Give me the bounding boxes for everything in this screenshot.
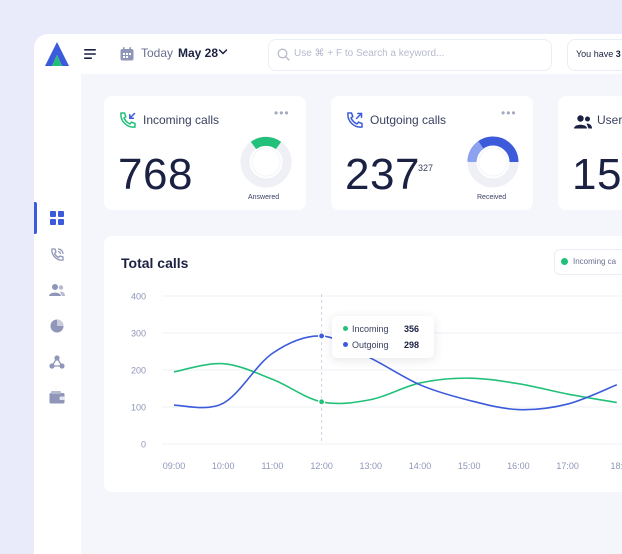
x-tick-label: 14:00 — [409, 461, 432, 471]
notification-box[interactable]: You have 3 n — [567, 39, 622, 71]
x-tick-label: 15:00 — [458, 461, 481, 471]
sidebar — [34, 34, 81, 554]
users-card: User 15 — [558, 96, 622, 210]
app-window: Today May 28 Use ⌘ + F to Search a keywo… — [34, 34, 622, 554]
x-tick-label: 17:00 — [556, 461, 579, 471]
network-icon — [49, 355, 65, 369]
x-tick-label: 11:00 — [261, 461, 283, 471]
outgoing-calls-value: 237 — [345, 150, 420, 199]
y-tick-label: 300 — [131, 329, 146, 339]
received-donut — [467, 136, 519, 188]
top-bar: Today May 28 Use ⌘ + F to Search a keywo… — [81, 34, 622, 74]
tooltip-row-incoming: Incoming 356 — [343, 324, 419, 336]
tooltip-dot — [343, 326, 348, 331]
incoming-calls-value: 768 — [118, 150, 193, 199]
incoming-calls-card: Incoming calls ••• 768 Answered — [104, 96, 306, 210]
users-icon — [574, 115, 592, 129]
card-title: Incoming calls — [143, 113, 220, 127]
more-options-icon[interactable]: ••• — [501, 106, 517, 120]
sidebar-item-network[interactable] — [47, 352, 67, 372]
incoming-call-icon — [120, 112, 136, 128]
series-line-1 — [173, 335, 618, 411]
card-title: User — [597, 113, 622, 127]
x-tick-label: 10:00 — [212, 461, 235, 471]
x-tick-label: 16:00 — [507, 461, 530, 471]
chart-legend[interactable]: Incoming ca — [554, 249, 622, 275]
answered-donut — [240, 136, 292, 188]
sidebar-item-dashboard[interactable] — [47, 208, 67, 228]
more-options-icon[interactable]: ••• — [274, 106, 290, 120]
donut-label: Received — [477, 194, 507, 201]
search-icon — [277, 48, 290, 61]
sidebar-item-calls[interactable] — [47, 245, 67, 265]
search-placeholder: Use ⌘ + F to Search a keyword... — [294, 48, 445, 59]
sidebar-item-wallet[interactable] — [47, 387, 67, 407]
app-logo — [45, 42, 69, 66]
card-title: Outgoing calls — [370, 113, 447, 127]
sidebar-item-contacts[interactable] — [47, 280, 67, 300]
line-chart: 0 100 200 300 400 09:00 10:00 11:00 12:00 13:00 14… — [131, 292, 622, 471]
x-tick-label: 09:00 — [163, 461, 186, 471]
tooltip-dot — [343, 342, 348, 347]
chart-tooltip: Incoming 356 Outgoing 298 — [332, 316, 434, 358]
users-icon — [49, 284, 65, 296]
notification-text: You have 3 n — [576, 49, 622, 59]
dashboard-icon — [50, 211, 64, 225]
highlight-point-0 — [318, 398, 326, 406]
y-tick-label: 0 — [141, 440, 146, 450]
x-tick-label: 18: — [611, 461, 622, 471]
x-tick-label: 13:00 — [360, 461, 383, 471]
donut-label: Answered — [248, 194, 280, 201]
active-nav-indicator — [34, 202, 37, 234]
chevron-down-icon[interactable] — [218, 47, 228, 57]
legend-dot-incoming — [561, 258, 568, 265]
date-label: Today — [141, 46, 174, 60]
total-calls-chart-card: Total calls Incoming ca 0 100 200 300 400 09:… — [104, 236, 622, 492]
sidebar-item-reports[interactable] — [47, 316, 67, 336]
highlight-point-1 — [318, 332, 326, 340]
search-input[interactable]: Use ⌘ + F to Search a keyword... — [268, 39, 552, 71]
menu-icon[interactable] — [84, 48, 98, 60]
outgoing-call-icon — [347, 112, 363, 128]
outgoing-calls-card: Outgoing calls ••• 237 327 Received — [331, 96, 533, 210]
tooltip-row-outgoing: Outgoing 298 — [343, 340, 419, 352]
phone-call-icon — [51, 248, 64, 261]
pie-chart-icon — [50, 319, 64, 333]
users-value: 15 — [572, 150, 622, 199]
legend-label: Incoming ca — [573, 257, 617, 266]
date-picker[interactable]: May 28 — [178, 46, 219, 60]
x-tick-label: 12:00 — [310, 461, 333, 471]
y-tick-label: 100 — [131, 403, 146, 413]
y-tick-label: 200 — [131, 366, 146, 376]
tooltip-value: 356 — [404, 324, 420, 334]
overlap-value: 327 — [418, 163, 434, 173]
calendar-icon — [120, 47, 134, 61]
tooltip-value: 298 — [404, 340, 420, 350]
y-tick-label: 400 — [131, 292, 146, 302]
wallet-icon — [49, 390, 65, 403]
chart-title: Total calls — [121, 255, 189, 271]
series-line-0 — [173, 362, 617, 405]
